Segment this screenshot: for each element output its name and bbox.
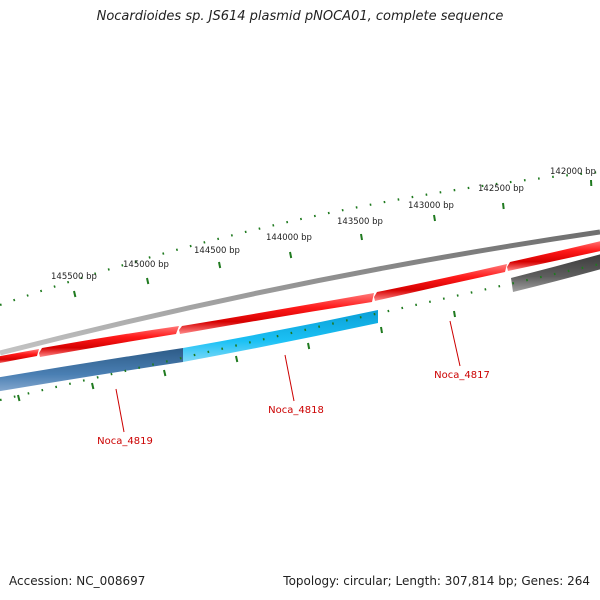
forward-gene-5[interactable] bbox=[507, 240, 600, 271]
major-tick bbox=[453, 310, 456, 318]
major-tick bbox=[73, 290, 77, 298]
major-tick bbox=[380, 326, 383, 334]
gene-label-noca-4819: Noca_4819 bbox=[97, 436, 153, 447]
plasmid-backbone bbox=[0, 229, 600, 356]
forward-gene-3[interactable] bbox=[179, 293, 374, 334]
sequence-summary-text: Topology: circular; Length: 307,814 bp; … bbox=[283, 574, 590, 588]
forward-gene-1[interactable] bbox=[0, 349, 39, 364]
forward-gene-2[interactable] bbox=[39, 326, 179, 357]
major-tick bbox=[433, 214, 436, 222]
gene-labels: Noca_4817 Noca_4818 Noca_4819 bbox=[97, 370, 490, 447]
outer-ruler-major-ticks bbox=[73, 179, 593, 298]
major-tick bbox=[163, 369, 167, 377]
ruler-label-145500: 145500 bp bbox=[51, 272, 97, 282]
major-tick bbox=[289, 251, 293, 259]
reverse-strand-genes[interactable] bbox=[0, 253, 600, 392]
major-tick bbox=[360, 233, 363, 241]
map-title: Nocardioides sp. JS614 plasmid pNOCA01, … bbox=[96, 9, 504, 24]
major-tick bbox=[502, 202, 505, 210]
inner-ruler-minor-ticks bbox=[0, 262, 600, 402]
leader-noca-4819 bbox=[115, 388, 125, 433]
ruler-label-144500: 144500 bp bbox=[194, 246, 240, 256]
ruler-label-144000: 144000 bp bbox=[266, 233, 312, 243]
gene-label-noca-4818: Noca_4818 bbox=[268, 405, 324, 416]
leader-noca-4818 bbox=[284, 354, 295, 402]
reverse-gene-noca-4819[interactable] bbox=[0, 348, 183, 392]
ruler-labels: 142000 bp 142500 bp 143000 bp 143500 bp … bbox=[51, 167, 596, 282]
major-tick bbox=[218, 261, 222, 269]
leader-noca-4817 bbox=[449, 320, 461, 367]
gene-label-noca-4817: Noca_4817 bbox=[434, 370, 490, 381]
gene-label-leaders bbox=[115, 320, 461, 433]
reverse-gene-noca-4818[interactable] bbox=[183, 310, 378, 362]
ruler-label-143000: 143000 bp bbox=[408, 201, 454, 211]
forward-gene-4[interactable] bbox=[374, 264, 507, 301]
major-tick bbox=[307, 342, 311, 350]
ruler-label-142000: 142000 bp bbox=[550, 167, 596, 177]
accession-text: Accession: NC_008697 bbox=[9, 574, 146, 588]
ruler-label-143500: 143500 bp bbox=[337, 217, 383, 227]
major-tick bbox=[17, 394, 21, 402]
ruler-label-145000: 145000 bp bbox=[123, 260, 169, 270]
reverse-feature-grey[interactable] bbox=[511, 253, 600, 292]
inner-ruler-major-ticks bbox=[17, 310, 456, 402]
major-tick bbox=[235, 355, 239, 363]
forward-strand-genes[interactable] bbox=[0, 240, 600, 364]
major-tick bbox=[146, 277, 150, 285]
major-tick bbox=[91, 382, 95, 390]
ruler-label-142500: 142500 bp bbox=[478, 184, 524, 194]
